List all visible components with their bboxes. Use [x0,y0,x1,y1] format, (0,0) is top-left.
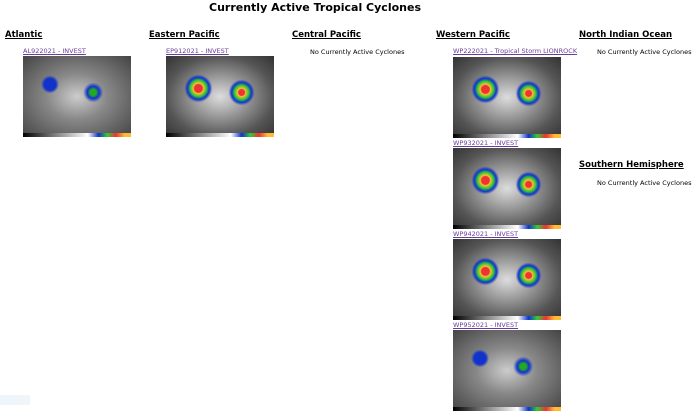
corner-widget [0,395,30,405]
storm-link-wp22[interactable]: WP222021 - Tropical Storm LIONROCK [453,47,578,55]
storm-link-wp93[interactable]: WP932021 - INVEST [453,139,519,147]
storm-link-al92[interactable]: AL922021 - INVEST [23,47,86,55]
satellite-image-al92[interactable] [23,56,131,137]
no-cyclones-central-pacific: No Currently Active Cyclones [310,48,405,56]
heading-central-pacific: Central Pacific [292,30,361,40]
satellite-image-wp22[interactable] [453,57,561,138]
heading-western-pacific: Western Pacific [436,30,510,40]
heading-atlantic: Atlantic [5,30,43,40]
storm-link-wp94[interactable]: WP942021 - INVEST [453,230,519,238]
satellite-image-wp94[interactable] [453,239,561,320]
satellite-image-wp93[interactable] [453,148,561,229]
no-cyclones-southern-hemisphere: No Currently Active Cyclones [597,179,692,187]
no-cyclones-north-indian: No Currently Active Cyclones [597,48,692,56]
storm-link-ep91[interactable]: EP912021 - INVEST [166,47,229,55]
satellite-image-wp95[interactable] [453,330,561,411]
satellite-image-ep91[interactable] [166,56,274,137]
storm-link-wp95[interactable]: WP952021 - INVEST [453,321,519,329]
heading-eastern-pacific: Eastern Pacific [149,30,220,40]
page-title: Currently Active Tropical Cyclones [209,1,421,14]
heading-southern-hemisphere: Southern Hemisphere [579,160,684,170]
heading-north-indian-ocean: North Indian Ocean [579,30,672,40]
